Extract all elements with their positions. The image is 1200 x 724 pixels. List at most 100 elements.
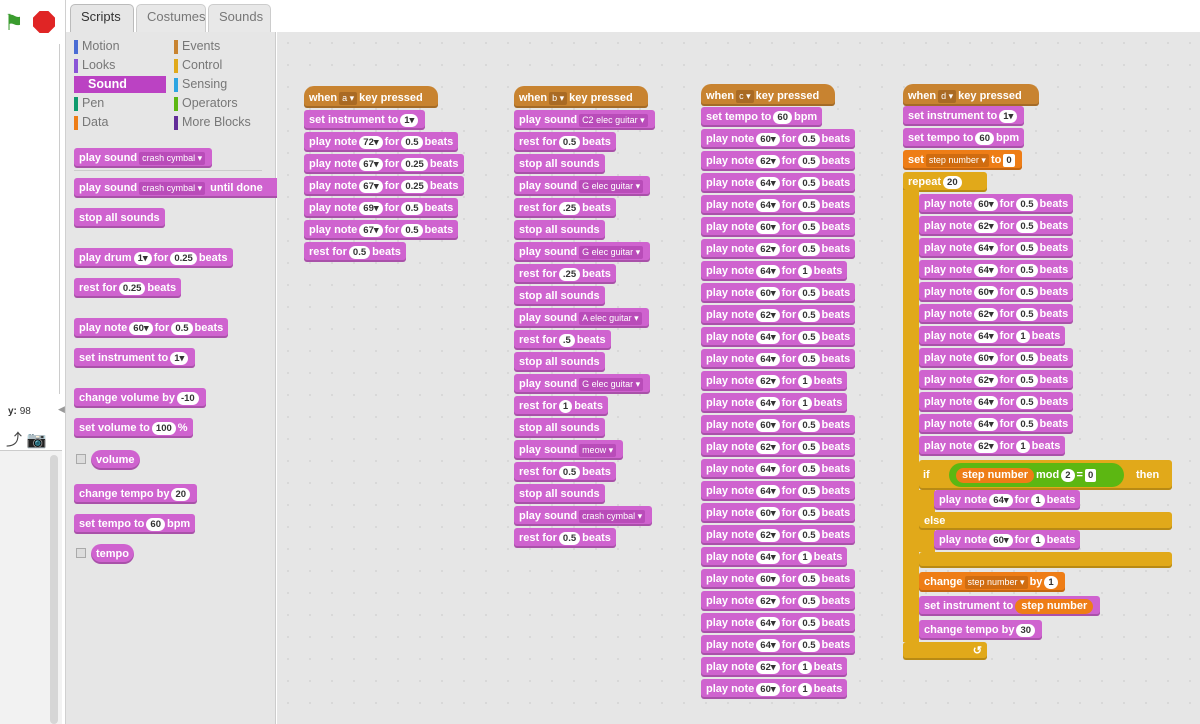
number-slot[interactable]: 0.25 [118, 281, 146, 295]
play-note-block[interactable]: play note 69▾ for 0.5 beats [304, 198, 459, 218]
palette-play-note[interactable]: play note 60▾ for 0.5 beats [74, 318, 229, 338]
if-else-block[interactable]: if step number mod 2 = 0 then [919, 460, 1172, 490]
note-slot[interactable]: 64▾ [756, 484, 780, 498]
number-slot[interactable]: .5 [558, 333, 575, 347]
when-key-pressed-hat[interactable]: when c ▾ key pressed [701, 84, 835, 106]
number-slot[interactable]: 0.5 [798, 440, 820, 454]
green-flag-icon[interactable]: ⚑ [4, 10, 24, 35]
play-note-block[interactable]: play note 60▾ for 0.5 beats [701, 129, 856, 149]
play-note-block[interactable]: play note 60▾ for 1 beats [934, 530, 1081, 550]
category-sound[interactable]: Sound [74, 76, 166, 93]
play-sound-block[interactable]: play sound meow ▾ [514, 440, 624, 460]
note-slot[interactable]: 60▾ [974, 197, 998, 211]
play-note-block[interactable]: play note 62▾ for 0.5 beats [919, 370, 1074, 390]
number-slot[interactable]: 60 [773, 110, 792, 124]
play-note-block[interactable]: play note 64▾ for 1 beats [934, 490, 1081, 510]
note-slot[interactable]: 64▾ [974, 329, 998, 343]
category-events[interactable]: Events [174, 38, 266, 55]
palette-play-drum[interactable]: play drum 1▾ for 0.25 beats [74, 248, 233, 268]
key-dropdown[interactable]: d ▾ [938, 89, 957, 103]
sound-dropdown[interactable]: meow ▾ [579, 443, 617, 457]
play-note-block[interactable]: play note 62▾ for 1 beats [701, 657, 848, 677]
note-slot[interactable]: 60▾ [756, 572, 780, 586]
number-slot[interactable]: 0.5 [401, 223, 423, 237]
note-slot[interactable]: 62▾ [756, 440, 780, 454]
number-slot[interactable]: 0.5 [1016, 417, 1038, 431]
number-slot[interactable]: 0.5 [798, 198, 820, 212]
play-note-block[interactable]: play note 64▾ for 0.5 beats [919, 260, 1074, 280]
number-slot[interactable]: 0.5 [798, 528, 820, 542]
category-sensing[interactable]: Sensing [174, 76, 266, 93]
play-note-block[interactable]: play note 62▾ for 0.5 beats [919, 216, 1074, 236]
note-slot[interactable]: 62▾ [974, 307, 998, 321]
play-note-block[interactable]: play note 62▾ for 0.5 beats [701, 437, 856, 457]
number-slot[interactable]: 0.5 [558, 465, 581, 479]
stage-canvas[interactable] [0, 44, 60, 394]
note-slot[interactable]: 64▾ [756, 264, 780, 278]
note-slot[interactable]: 64▾ [974, 395, 998, 409]
number-slot[interactable]: 0.5 [558, 135, 581, 149]
note-slot[interactable]: 64▾ [756, 198, 780, 212]
play-note-block[interactable]: play note 60▾ for 0.5 beats [919, 194, 1074, 214]
number-slot[interactable]: 1 [798, 374, 812, 388]
number-slot[interactable]: 1 [1031, 493, 1045, 507]
rest-for-block[interactable]: rest for 0.5 beats [304, 242, 406, 262]
category-motion[interactable]: Motion [74, 38, 166, 55]
tab-sounds[interactable]: Sounds [208, 4, 271, 32]
note-slot[interactable]: 64▾ [756, 462, 780, 476]
number-slot[interactable]: .25 [558, 201, 581, 215]
number-slot[interactable]: 0.5 [798, 616, 820, 630]
note-slot[interactable]: 60▾ [756, 418, 780, 432]
sound-dropdown[interactable]: A elec guitar ▾ [579, 311, 642, 325]
note-slot[interactable]: 64▾ [989, 493, 1013, 507]
palette-set-tempo[interactable]: set tempo to 60 bpm [74, 514, 196, 534]
number-slot[interactable]: 1 [558, 399, 573, 413]
set-tempo-block[interactable]: set tempo to 60 bpm [701, 107, 823, 127]
stop-all-sounds-block[interactable]: stop all sounds [514, 154, 605, 174]
note-slot[interactable]: 64▾ [756, 176, 780, 190]
play-sound-block[interactable]: play sound C2 elec guitar ▾ [514, 110, 655, 130]
note-slot[interactable]: 60▾ [974, 351, 998, 365]
play-note-block[interactable]: play note 60▾ for 0.5 beats [701, 283, 856, 303]
play-note-block[interactable]: play note 72▾ for 0.5 beats [304, 132, 459, 152]
volume-checkbox[interactable] [76, 453, 86, 464]
number-slot[interactable]: 1 [1016, 329, 1030, 343]
step-number-reporter[interactable]: step number [956, 468, 1035, 483]
play-sound-block[interactable]: play sound crash cymbal ▾ [514, 506, 653, 526]
category-looks[interactable]: Looks [74, 57, 166, 74]
key-dropdown[interactable]: a ▾ [339, 91, 358, 105]
play-note-block[interactable]: play note 64▾ for 0.5 beats [701, 195, 856, 215]
play-note-block[interactable]: play note 64▾ for 0.5 beats [919, 414, 1074, 434]
value-slot[interactable]: 0 [1003, 153, 1015, 167]
note-slot[interactable]: 67▾ [359, 157, 383, 171]
tempo-reporter[interactable]: tempo [91, 544, 134, 564]
play-note-block[interactable]: play note 64▾ for 0.5 beats [701, 173, 856, 193]
play-note-block[interactable]: play note 67▾ for 0.25 beats [304, 154, 464, 174]
number-slot[interactable]: 0.5 [798, 638, 820, 652]
note-slot[interactable]: 60▾ [974, 285, 998, 299]
number-slot[interactable]: 0.5 [401, 135, 423, 149]
note-slot[interactable]: 69▾ [359, 201, 383, 215]
collapse-arrow-icon[interactable]: ◀ [58, 404, 65, 414]
stop-sign-icon[interactable] [33, 11, 55, 33]
sound-dropdown[interactable]: G elec guitar ▾ [579, 245, 644, 259]
volume-reporter[interactable]: volume [91, 450, 140, 470]
play-note-block[interactable]: play note 62▾ for 0.5 beats [701, 239, 856, 259]
play-sound-block[interactable]: play sound A elec guitar ▾ [514, 308, 649, 328]
scripts-area[interactable]: when a ▾ key pressed set instrument to 1▾ pla… [277, 32, 1200, 724]
play-note-block[interactable]: play note 64▾ for 1 beats [701, 393, 848, 413]
stop-all-sounds-block[interactable]: stop all sounds [514, 220, 605, 240]
number-slot[interactable]: 0.5 [1016, 351, 1038, 365]
number-slot[interactable]: 0.5 [798, 506, 820, 520]
play-note-block[interactable]: play note 62▾ for 1 beats [919, 436, 1066, 456]
play-note-block[interactable]: play note 64▾ for 0.5 beats [701, 327, 856, 347]
number-slot[interactable]: -10 [176, 391, 199, 405]
number-slot[interactable]: 60 [146, 517, 165, 531]
when-key-pressed-hat[interactable]: when a ▾ key pressed [304, 86, 438, 108]
number-slot[interactable]: 0.5 [798, 242, 820, 256]
note-slot[interactable]: 60▾ [756, 220, 780, 234]
repeat-block[interactable]: repeat 20 [903, 172, 987, 192]
note-slot[interactable]: 60▾ [756, 682, 780, 696]
note-slot[interactable]: 60▾ [756, 506, 780, 520]
upload-icon[interactable]: ⤴ [6, 432, 23, 449]
